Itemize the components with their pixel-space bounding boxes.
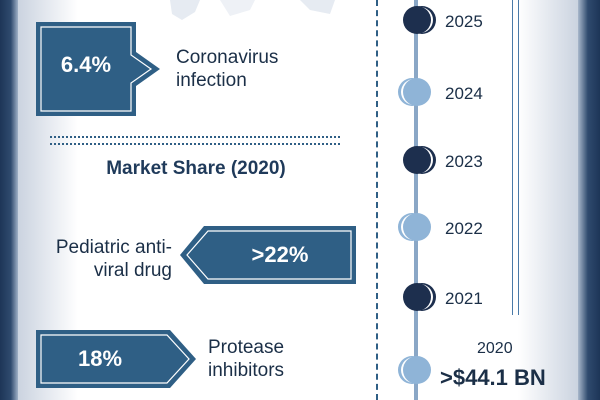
coronavirus-label: Coronavirus infection bbox=[176, 46, 278, 92]
pediatric-label: Pediatric anti- viral drug bbox=[32, 236, 172, 282]
coronavirus-value: 6.4% bbox=[60, 52, 112, 77]
timeline-node-2025 bbox=[403, 6, 431, 34]
timeline-year-2021: 2021 bbox=[445, 289, 483, 308]
pediatric-label-line1: Pediatric anti- bbox=[55, 237, 172, 258]
protease-label: Protease inhibitors bbox=[208, 336, 284, 382]
section-divider bbox=[50, 136, 340, 145]
timeline-year-2020: 2020 bbox=[477, 340, 513, 357]
pediatric-card-shape bbox=[180, 226, 356, 284]
world-map-decoration bbox=[170, 0, 335, 20]
timeline-year-2022: 2022 bbox=[445, 219, 483, 238]
market-share-title: Market Share (2020) bbox=[106, 158, 286, 179]
timeline-year-2024: 2024 bbox=[445, 84, 483, 103]
protease-value: 18% bbox=[77, 346, 123, 371]
pediatric-value: >22% bbox=[251, 242, 309, 267]
timeline-node-2023 bbox=[403, 146, 431, 174]
right-frame bbox=[578, 0, 600, 400]
market-size-value: >$44.1 BN bbox=[440, 365, 546, 390]
right-shadow bbox=[518, 0, 578, 400]
timeline-node-2021 bbox=[403, 283, 431, 311]
timeline-node-2020 bbox=[403, 356, 431, 384]
timeline-side-line-2 bbox=[518, 0, 519, 315]
coronavirus-card-shape bbox=[36, 22, 160, 116]
timeline-axis bbox=[414, 0, 418, 400]
timeline-year-2023: 2023 bbox=[445, 152, 483, 171]
pediatric-label-line2: viral drug bbox=[93, 260, 172, 281]
protease-label-line1: Protease bbox=[208, 337, 285, 358]
timeline-side-line bbox=[512, 0, 513, 315]
coronavirus-label-line2: infection bbox=[176, 70, 247, 91]
timeline-dashed-line bbox=[376, 0, 378, 400]
protease-card-shape bbox=[36, 330, 196, 388]
timeline-node-2024 bbox=[403, 78, 431, 106]
timeline-node-2022 bbox=[403, 213, 431, 241]
timeline-year-2025: 2025 bbox=[445, 12, 483, 31]
left-frame bbox=[0, 0, 18, 400]
protease-label-line2: inhibitors bbox=[208, 360, 285, 381]
coronavirus-label-line1: Coronavirus bbox=[176, 47, 279, 68]
